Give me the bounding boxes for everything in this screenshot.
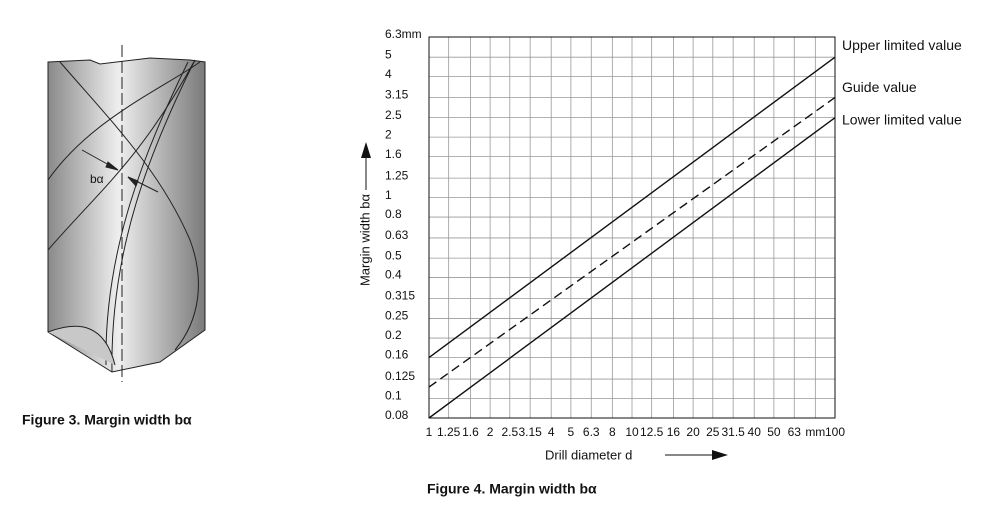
x-arrow: [665, 450, 728, 460]
x-tick-label: 5: [568, 425, 575, 439]
y-axis-label: Margin width bα: [357, 193, 372, 286]
y-tick-label: 2.5: [385, 108, 402, 122]
x-tick-label: 2.5: [501, 425, 518, 439]
x-tick-label: 4: [548, 425, 555, 439]
series-line: [428, 56, 836, 359]
figure-caption: Figure 4. Margin width bα: [427, 481, 597, 497]
x-tick-label: 50: [767, 425, 781, 439]
x-tick-label: 25: [706, 425, 720, 439]
drill-illustration: [47, 45, 206, 382]
y-tick-label: 5: [385, 47, 392, 61]
y-tick-label: 0.125: [385, 369, 415, 383]
legend-label: Guide value: [842, 79, 917, 95]
y-tick-label: 0.4: [385, 268, 402, 282]
x-tick-label: 20: [686, 425, 700, 439]
y-tick-label: 0.25: [385, 309, 409, 323]
x-axis-label: Drill diameter d: [545, 447, 632, 462]
y-arrow: [361, 142, 371, 190]
x-tick-label: 10: [625, 425, 639, 439]
y-tick-label: 0.5: [385, 248, 402, 262]
y-tick-label: 1.6: [385, 147, 402, 161]
y-tick-label: 6.3mm: [385, 27, 422, 41]
x-tick-label: 1.25: [437, 425, 461, 439]
y-tick-label: 2: [385, 127, 392, 141]
y-tick-label: 1.25: [385, 168, 409, 182]
x-tick-label: 3.15: [518, 425, 542, 439]
margin-label: bα: [90, 172, 104, 186]
y-tick-label: 0.1: [385, 389, 402, 403]
y-tick-label: 0.8: [385, 207, 402, 221]
x-tick-label: 12.5: [640, 425, 664, 439]
x-tick-label: 1: [426, 425, 433, 439]
figure-caption: Figure 3. Margin width bα: [22, 412, 192, 428]
x-tick-label: 1.6: [462, 425, 479, 439]
plot-frame: [428, 36, 836, 419]
y-tick-label: 0.2: [385, 328, 402, 342]
x-tick-label: 8: [609, 425, 616, 439]
series-line: [428, 117, 836, 419]
legend-label: Upper limited value: [842, 37, 962, 53]
y-tick-label: 4: [385, 67, 392, 81]
x-tick-label: mm: [805, 425, 825, 439]
x-tick-label: 2: [487, 425, 494, 439]
y-tick-label: 3.15: [385, 88, 409, 102]
x-tick-label: 6.3: [583, 425, 600, 439]
x-tick-label: 40: [748, 425, 762, 439]
y-tick-label: 0.08: [385, 408, 409, 422]
y-tick-label: 0.63: [385, 228, 409, 242]
legend-label: Lower limited value: [842, 111, 962, 127]
y-tick-label: 0.16: [385, 348, 409, 362]
y-tick-label: 1: [385, 188, 392, 202]
x-tick-label: 100: [825, 425, 845, 439]
x-tick-label: 31.5: [721, 425, 745, 439]
x-tick-label: 16: [667, 425, 681, 439]
y-tick-label: 0.315: [385, 289, 415, 303]
x-tick-label: 63: [788, 425, 802, 439]
